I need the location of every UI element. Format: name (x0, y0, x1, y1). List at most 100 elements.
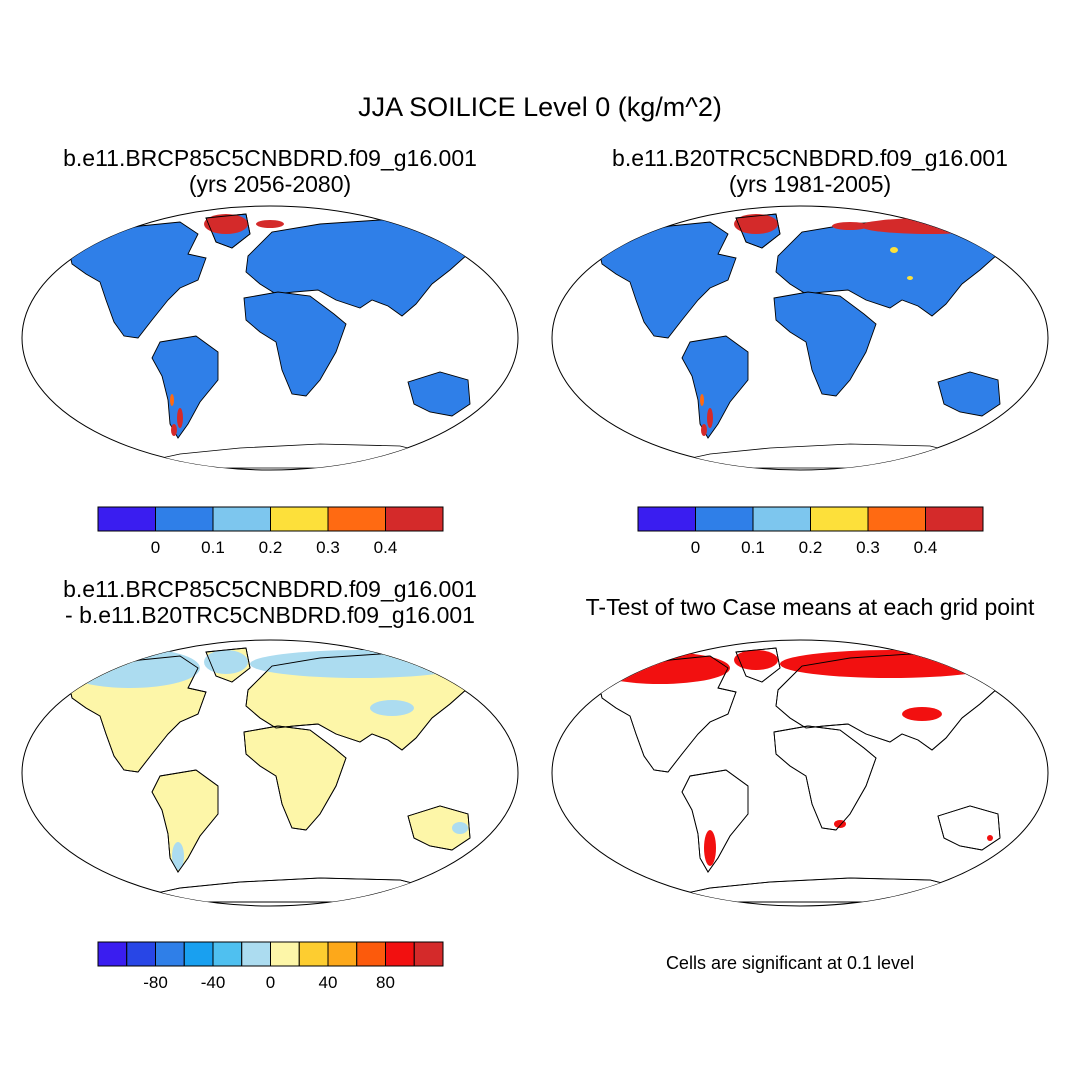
negative-change-region (172, 842, 184, 870)
negative-change-region (370, 700, 414, 716)
panel-2-case-name: b.e11.B20TRC5CNBDRD.f09_g16.001 (612, 145, 1008, 171)
colorbar-label: 0 (266, 973, 275, 992)
continent-australia-outline (937, 805, 1001, 851)
continent-africa (243, 291, 347, 397)
continent-antarctica-outline (661, 877, 992, 903)
colorbar-label: 0.3 (856, 538, 880, 557)
colorbar-box (413, 941, 444, 967)
ice-high-region (701, 424, 707, 436)
colorbar-box (97, 506, 156, 532)
colorbar-label: 0 (691, 538, 700, 557)
significant-cells (590, 652, 730, 684)
colorbar-label: 0.2 (799, 538, 823, 557)
ice-high-region (734, 214, 778, 234)
colorbar-box (241, 941, 271, 967)
colorbar-box (183, 941, 214, 967)
significance-note: Cells are significant at 0.1 level (665, 953, 915, 973)
colorbar-label: 0.3 (316, 538, 340, 557)
panel-3-title: b.e11.BRCP85C5CNBDRD.f09_g16.001 - b.e11… (0, 576, 540, 629)
colorbar-box (867, 506, 926, 532)
colorbar-box (752, 506, 811, 532)
continent-north-america-outline (597, 655, 737, 773)
map-difference (21, 639, 519, 907)
continent-australia (407, 371, 471, 417)
figure-title: JJA SOILICE Level 0 (kg/m^2) (358, 92, 722, 122)
ice-low-region (890, 247, 898, 253)
negative-change-region (452, 822, 468, 834)
map-case2 (551, 205, 1049, 471)
map-case1 (21, 205, 519, 471)
significant-cells (902, 707, 942, 721)
colorbar-box (298, 941, 329, 967)
colorbar-label: 80 (376, 973, 395, 992)
significant-cells (704, 830, 716, 866)
continent-australia-outline (407, 805, 471, 851)
colorbar-box (925, 506, 984, 532)
ice-high-region (606, 231, 634, 237)
ice-high-region (177, 408, 183, 428)
colorbar-box (155, 941, 185, 967)
continent-south-america-outline (151, 769, 219, 873)
continent-north-america (67, 221, 207, 339)
colorbar-box (212, 506, 271, 532)
continent-greenland-outline (205, 213, 251, 249)
panel-4-title: T-Test of two Case means at each grid po… (540, 594, 1080, 620)
continent-africa-outline (243, 725, 347, 831)
ice-mid-region (170, 394, 174, 406)
colorbar-label: 0.1 (201, 538, 225, 557)
colorbar-label: 0 (151, 538, 160, 557)
continent-africa-outline (773, 725, 877, 831)
colorbar-box (810, 506, 869, 532)
colorbar-box (327, 941, 358, 967)
negative-change-region (204, 650, 248, 674)
continent-antarctica-outline (131, 877, 462, 903)
colorbar-label: 40 (319, 973, 338, 992)
colorbar-box (126, 941, 156, 967)
map-ttest-significance (551, 639, 1049, 907)
continent-greenland-outline (735, 213, 781, 249)
colorbar-box (356, 941, 386, 967)
colorbar-box (212, 941, 243, 967)
ice-high-region (204, 214, 248, 234)
panel-1-years: (yrs 2056-2080) (188, 171, 352, 198)
continent-greenland-outline (735, 647, 781, 683)
continent-greenland-outline (205, 647, 251, 683)
ice-high-region (832, 222, 868, 230)
colorbar-label: 0.1 (741, 538, 765, 557)
colorbar-box (385, 506, 444, 532)
significant-cells (734, 650, 778, 670)
panel-3-case-b: - b.e11.B20TRC5CNBDRD.f09_g16.001 (65, 602, 475, 629)
panel-2-years: (yrs 1981-2005) (728, 171, 892, 198)
ice-high-region (860, 218, 1000, 234)
colorbar-box (97, 941, 128, 967)
colorbar-label: 0.4 (374, 538, 398, 557)
continent-north-america-outline (67, 655, 207, 773)
panel-2-title: b.e11.B20TRC5CNBDRD.f09_g16.001 (yrs 198… (540, 145, 1080, 198)
ice-high-region (256, 220, 284, 228)
colorbar-box (637, 506, 696, 532)
colorbar-box (270, 941, 300, 967)
panel-1-case-name: b.e11.BRCP85C5CNBDRD.f09_g16.001 (63, 145, 477, 171)
colorbar-label: -40 (201, 973, 226, 992)
negative-change-region (60, 648, 200, 688)
continent-south-america-outline (681, 769, 749, 873)
ice-high-region (171, 424, 177, 436)
colorbar-case1: 0 0.1 0.2 0.3 0.4 (97, 506, 444, 557)
colorbar-label: 0.2 (259, 538, 283, 557)
continent-africa (773, 291, 877, 397)
colorbar-box (155, 506, 214, 532)
colorbar-box (695, 506, 754, 532)
ice-high-region (707, 408, 713, 428)
continent-south-america (681, 335, 749, 439)
colorbar-difference: -80 -40 0 40 80 (97, 941, 444, 992)
panel-3-case-a: b.e11.BRCP85C5CNBDRD.f09_g16.001 (63, 576, 477, 602)
ice-low-region (907, 276, 913, 280)
colorbar-case2: 0 0.1 0.2 0.3 0.4 (637, 506, 984, 557)
panel-1-title: b.e11.BRCP85C5CNBDRD.f09_g16.001 (yrs 20… (0, 145, 540, 198)
panel-4-test-name: T-Test of two Case means at each grid po… (585, 594, 1035, 620)
colorbar-label: 0.4 (914, 538, 938, 557)
continent-south-america (151, 335, 219, 439)
ice-mid-region (700, 394, 704, 406)
colorbar-label: -80 (143, 973, 168, 992)
colorbar-box (327, 506, 386, 532)
